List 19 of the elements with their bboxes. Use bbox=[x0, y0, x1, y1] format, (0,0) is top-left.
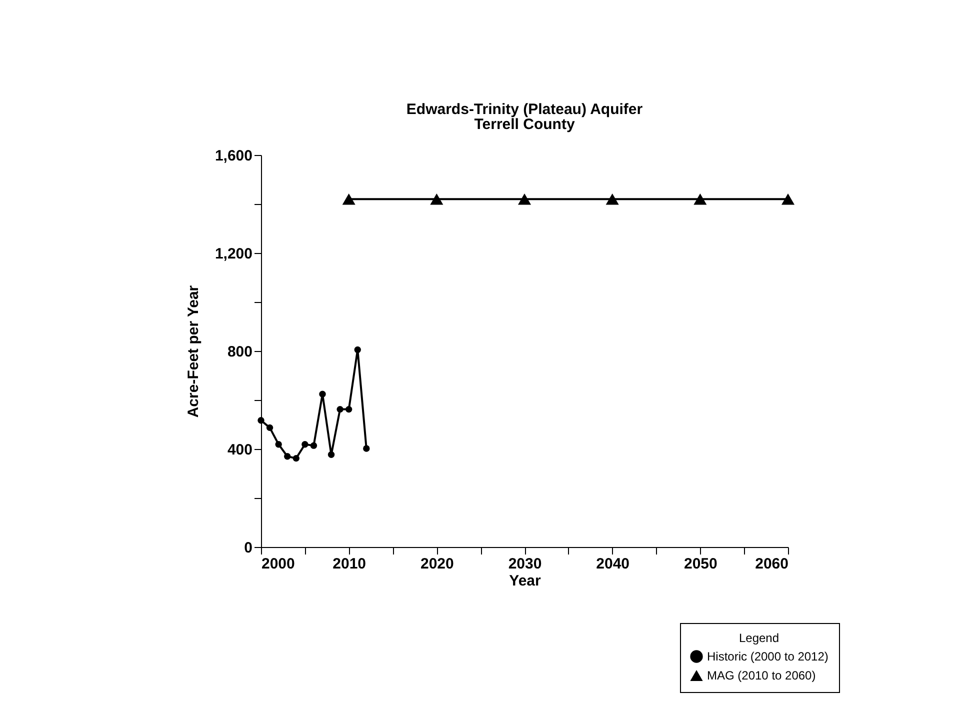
y-tick-label: 800 bbox=[227, 344, 252, 360]
legend-label: MAG (2010 to 2060) bbox=[707, 668, 816, 682]
x-tick-label: 2050 bbox=[684, 556, 718, 572]
legend-title: Legend bbox=[738, 631, 780, 645]
y-tick-label: 1,200 bbox=[214, 246, 252, 262]
y-tick-label: 0 bbox=[244, 540, 252, 556]
chart-subtitle: Terrell County bbox=[474, 116, 576, 133]
y-tick-label: 1,600 bbox=[214, 148, 252, 164]
x-tick-label: 2000 bbox=[262, 556, 295, 572]
y-tick-label: 400 bbox=[227, 442, 252, 458]
x-tick-label: 2030 bbox=[508, 556, 542, 572]
y-axis-title: Acre-Feet per Year bbox=[184, 285, 202, 418]
legend-label: Historic (2000 to 2012) bbox=[707, 650, 828, 664]
x-tick-label: 2060 bbox=[755, 556, 788, 572]
x-axis-title: Year bbox=[509, 572, 542, 590]
x-tick-label: 2010 bbox=[332, 556, 366, 572]
x-tick-label: 2020 bbox=[420, 556, 454, 572]
x-tick-label: 2040 bbox=[596, 556, 630, 572]
chart-title: Edwards-Trinity (Plateau) Aquifer bbox=[406, 101, 643, 118]
